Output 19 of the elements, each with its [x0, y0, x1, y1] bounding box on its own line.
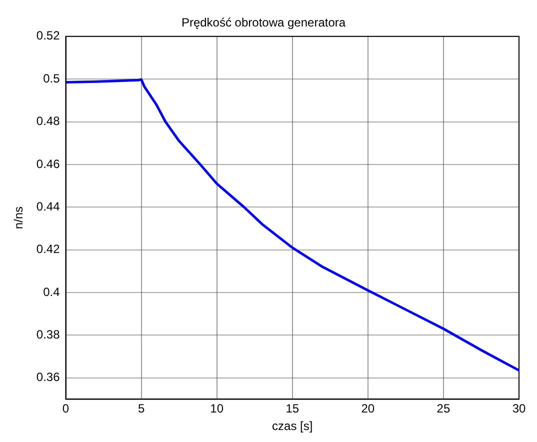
x-tick-label: 30	[512, 402, 526, 416]
x-axis-title: czas [s]	[272, 419, 313, 434]
x-tick-label: 15	[286, 402, 300, 416]
y-tick-label: 0.44	[36, 199, 60, 214]
y-tick-label: 0.36	[36, 370, 60, 384]
x-tick-label: 20	[361, 402, 375, 416]
x-tick-label: 5	[138, 402, 145, 416]
y-axis-title: n/ns	[12, 206, 26, 230]
y-tick-label: 0.42	[36, 242, 60, 256]
x-tick-label: 10	[210, 402, 224, 416]
x-tick-label: 25	[436, 402, 450, 416]
y-tick-label: 0.5	[43, 71, 60, 86]
y-tick-label: 0.48	[36, 114, 60, 128]
x-tick-label: 0	[62, 402, 70, 416]
chart-title: Prędkość obrotowa generatora	[181, 16, 346, 30]
y-tick-label: 0.46	[36, 156, 60, 171]
y-tick-label: 0.52	[36, 28, 60, 43]
y-tick-label: 0.38	[36, 327, 60, 342]
y-tick-label: 0.4	[43, 284, 60, 299]
